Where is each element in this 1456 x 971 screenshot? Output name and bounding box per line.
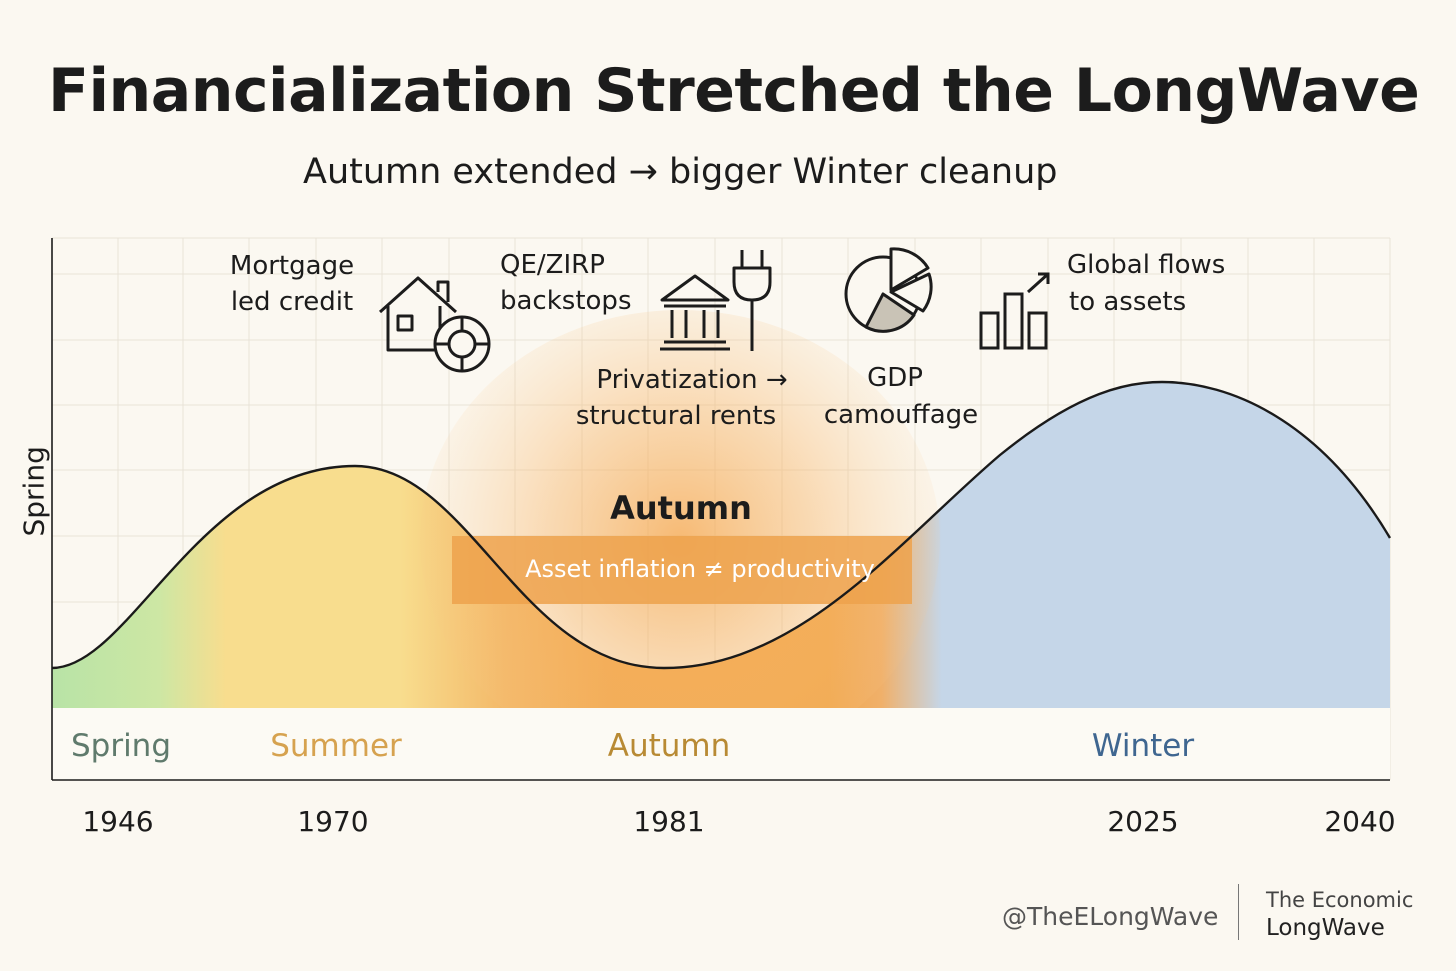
- year-label-1981: 1981: [633, 805, 704, 838]
- annotation-gdp: GDP camouffage: [824, 363, 978, 430]
- footer-divider: [1238, 884, 1239, 940]
- footer-brand: The Economic LongWave: [1266, 886, 1413, 942]
- annotation-gdp-line1: GDP: [867, 363, 923, 393]
- annotation-qe-line2: backstops: [500, 286, 632, 316]
- year-label-1970: 1970: [297, 805, 368, 838]
- bank-icon: [660, 274, 730, 351]
- season-label-summer: Summer: [270, 728, 402, 764]
- season-label-winter: Winter: [1092, 728, 1194, 764]
- house-icon: [378, 276, 458, 352]
- annotation-global-line1: Global flows: [1067, 250, 1225, 280]
- autumn-heading: Autumn: [610, 489, 752, 527]
- year-label-1946: 1946: [82, 805, 153, 838]
- annotation-global-line2: to assets: [1069, 287, 1186, 317]
- annotation-global: Global flows to assets: [1067, 250, 1225, 317]
- annotation-mortgage-line2: led credit: [231, 287, 353, 317]
- season-strip: [52, 708, 1390, 780]
- year-label-2025: 2025: [1107, 805, 1178, 838]
- annotation-privatization-line1: Privatization →: [596, 365, 787, 395]
- wave-curve: [51, 380, 1392, 670]
- annotation-qe-line1: QE/ZIRP: [500, 250, 605, 280]
- plug-icon: [732, 250, 772, 351]
- season-label-spring: Spring: [71, 728, 171, 764]
- season-label-autumn: Autumn: [608, 728, 731, 764]
- annotation-mortgage: Mortgage led credit: [230, 251, 354, 317]
- band-label: Asset inflation ≠ productivity: [525, 555, 875, 583]
- bar-chart-up-icon: [979, 272, 1050, 350]
- page-title: Financialization Stretched the LongWave: [48, 56, 1420, 126]
- annotation-gdp-line2: camouffage: [824, 400, 978, 430]
- annotation-privatization: Privatization → structural rents: [576, 365, 788, 431]
- brand-line1: The Economic: [1266, 888, 1414, 912]
- wave-area: [52, 382, 1390, 708]
- brand-line2: LongWave: [1266, 915, 1385, 941]
- footer-handle: @TheELongWave: [1002, 902, 1219, 931]
- annotation-privatization-line2: structural rents: [576, 401, 776, 431]
- year-label-2040: 2040: [1324, 805, 1395, 838]
- lifebuoy-icon: [433, 315, 491, 373]
- annotation-mortgage-line1: Mortgage: [230, 251, 354, 281]
- annotation-qe: QE/ZIRP backstops: [500, 250, 632, 316]
- page-subtitle: Autumn extended → bigger Winter cleanup: [303, 152, 1058, 192]
- autumn-band: [452, 536, 912, 604]
- pie-chart-icon: [844, 247, 933, 333]
